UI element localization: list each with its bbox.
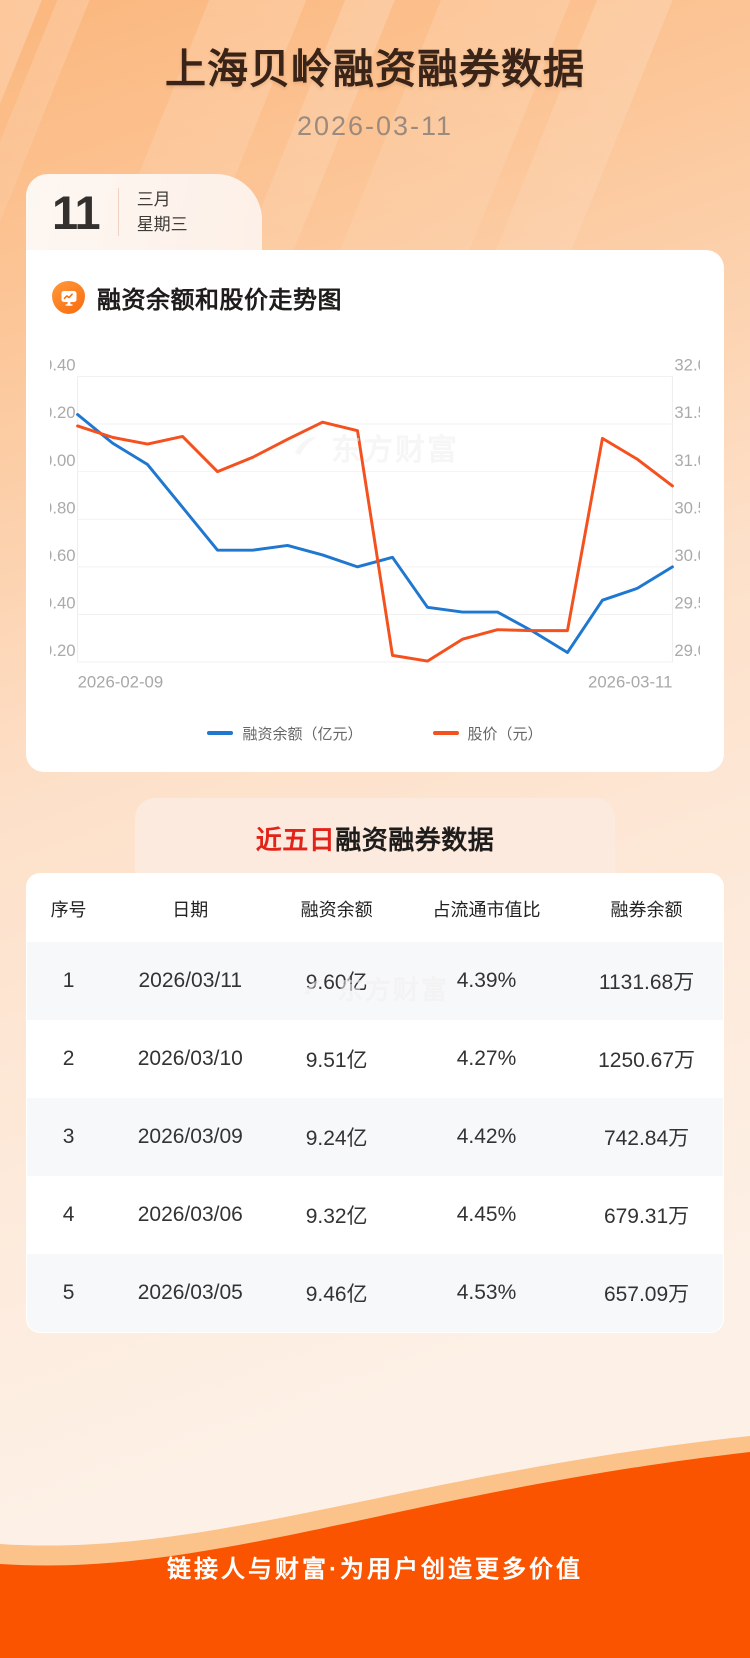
x-axis-start-label: 2026-02-09 bbox=[78, 673, 164, 692]
col-header-pct: 占流通市值比 bbox=[402, 873, 571, 942]
legend-item-stock-price[interactable]: 股价（元） bbox=[432, 723, 543, 744]
cell-date: 2026/03/11 bbox=[110, 941, 271, 1020]
chart-title: 融资余额和股价走势图 bbox=[97, 287, 342, 315]
series-line-financing-balance bbox=[76, 413, 674, 655]
col-header-date: 日期 bbox=[110, 873, 271, 942]
page-header: 上海贝岭融资融券数据 2026-03-11 bbox=[0, 0, 750, 142]
cell-pct: 4.45% bbox=[402, 1175, 571, 1254]
table-row: 1 2026/03/11 9.60亿 4.39% 1131.68万 bbox=[27, 941, 723, 1020]
footer-slogan: 链接人与财富·为用户创造更多价值 bbox=[167, 1556, 583, 1583]
col-header-balance: 融资余额 bbox=[270, 873, 403, 942]
legend-swatch-orange bbox=[432, 731, 459, 736]
cell-pct: 4.27% bbox=[402, 1019, 571, 1098]
date-chip: 11 三月 星期三 bbox=[26, 174, 262, 251]
x-axis-end-label: 2026-03-11 bbox=[588, 673, 672, 692]
legend-label-stock-price: 股价（元） bbox=[467, 725, 543, 743]
table-banner: 近五日融资融券数据 bbox=[135, 797, 615, 873]
legend-item-financing-balance[interactable]: 融资余额（亿元） bbox=[207, 723, 363, 744]
table-section: 近五日融资融券数据 序号 日期 融资余额 占流通市值比 融券余额 1 2026/… bbox=[26, 797, 724, 1333]
left-tick-3: 9.80 bbox=[50, 499, 76, 518]
series-line-stock-price bbox=[76, 420, 674, 663]
col-header-short: 融券余额 bbox=[570, 873, 723, 942]
cell-balance: 9.32亿 bbox=[270, 1175, 403, 1254]
right-tick-5: 29.50 bbox=[674, 594, 700, 613]
cell-short: 742.84万 bbox=[570, 1097, 723, 1176]
cell-pct: 4.39% bbox=[402, 941, 571, 1020]
left-tick-4: 9.60 bbox=[50, 546, 76, 565]
right-tick-6: 29.00 bbox=[674, 641, 700, 660]
date-chip-divider bbox=[117, 188, 119, 237]
cell-balance: 9.51亿 bbox=[270, 1019, 403, 1098]
date-chip-month: 三月 bbox=[136, 189, 171, 209]
left-tick-0: 10.40 bbox=[50, 356, 76, 375]
table-header-row: 序号 日期 融资余额 占流通市值比 融券余额 bbox=[27, 873, 723, 942]
col-header-index: 序号 bbox=[27, 873, 111, 942]
table-row: 5 2026/03/05 9.46亿 4.53% 657.09万 bbox=[27, 1253, 723, 1332]
cell-index: 2 bbox=[27, 1019, 111, 1098]
cell-short: 679.31万 bbox=[570, 1175, 723, 1254]
margin-trading-table: 序号 日期 融资余额 占流通市值比 融券余额 1 2026/03/11 9.60… bbox=[26, 872, 724, 1333]
cell-short: 1131.68万 bbox=[570, 941, 723, 1020]
chart-legend: 融资余额（亿元） 股价（元） bbox=[26, 723, 724, 746]
cell-index: 3 bbox=[27, 1097, 111, 1176]
date-chip-day: 11 bbox=[52, 185, 101, 239]
left-tick-5: 9.40 bbox=[50, 594, 76, 613]
cell-pct: 4.42% bbox=[402, 1097, 571, 1176]
line-chart: 10.40 10.20 10.00 9.80 9.60 9.40 9.20 32… bbox=[50, 356, 700, 692]
cell-date: 2026/03/09 bbox=[110, 1097, 271, 1176]
left-tick-2: 10.00 bbox=[50, 451, 76, 470]
chart-card: 融资余额和股价走势图 东方财富 10.40 bbox=[26, 250, 724, 772]
page-subtitle-date: 2026-03-11 bbox=[296, 111, 454, 142]
cell-date: 2026/03/06 bbox=[110, 1175, 271, 1254]
cell-short: 657.09万 bbox=[570, 1253, 723, 1332]
table-row: 2 2026/03/10 9.51亿 4.27% 1250.67万 bbox=[27, 1019, 723, 1098]
cell-date: 2026/03/05 bbox=[110, 1253, 271, 1332]
legend-swatch-blue bbox=[207, 731, 234, 736]
cell-short: 1250.67万 bbox=[570, 1019, 723, 1098]
date-chip-weekday: 星期三 bbox=[136, 215, 188, 235]
table-banner-rest: 融资融券数据 bbox=[335, 824, 495, 855]
cell-index: 1 bbox=[27, 941, 111, 1020]
cell-balance: 9.46亿 bbox=[270, 1253, 403, 1332]
legend-label-financing-balance: 融资余额（亿元） bbox=[242, 725, 363, 743]
right-tick-4: 30.00 bbox=[674, 546, 700, 565]
table-banner-highlight: 近五日 bbox=[255, 824, 336, 855]
right-tick-3: 30.50 bbox=[674, 499, 700, 518]
cell-balance: 9.24亿 bbox=[270, 1097, 403, 1176]
right-tick-0: 32.00 bbox=[674, 356, 700, 375]
trend-monitor-icon bbox=[52, 281, 85, 315]
cell-index: 5 bbox=[27, 1253, 111, 1332]
left-tick-1: 10.20 bbox=[50, 403, 76, 422]
right-tick-2: 31.00 bbox=[674, 451, 700, 470]
cell-date: 2026/03/10 bbox=[110, 1019, 271, 1098]
cell-index: 4 bbox=[27, 1175, 111, 1254]
left-axis-ticks: 10.40 10.20 10.00 9.80 9.60 9.40 9.20 bbox=[50, 356, 76, 661]
chart-plot-area: 东方财富 10.40 10.20 10.00 9.80 9.60 bbox=[26, 341, 724, 710]
table-row: 3 2026/03/09 9.24亿 4.42% 742.84万 bbox=[27, 1097, 723, 1176]
table-row: 4 2026/03/06 9.32亿 4.45% 679.31万 bbox=[27, 1175, 723, 1254]
chart-gridlines bbox=[77, 376, 673, 663]
page-title: 上海贝岭融资融券数据 bbox=[165, 46, 585, 92]
cell-balance: 9.60亿 bbox=[270, 941, 403, 1020]
right-axis-ticks: 32.00 31.50 31.00 30.50 30.00 29.50 29.0… bbox=[674, 356, 700, 661]
page-footer: 链接人与财富·为用户创造更多价值 bbox=[0, 1426, 750, 1658]
left-tick-6: 9.20 bbox=[50, 641, 76, 660]
right-tick-1: 31.50 bbox=[674, 403, 700, 422]
chart-title-row: 融资余额和股价走势图 bbox=[26, 280, 724, 315]
cell-pct: 4.53% bbox=[402, 1253, 571, 1332]
